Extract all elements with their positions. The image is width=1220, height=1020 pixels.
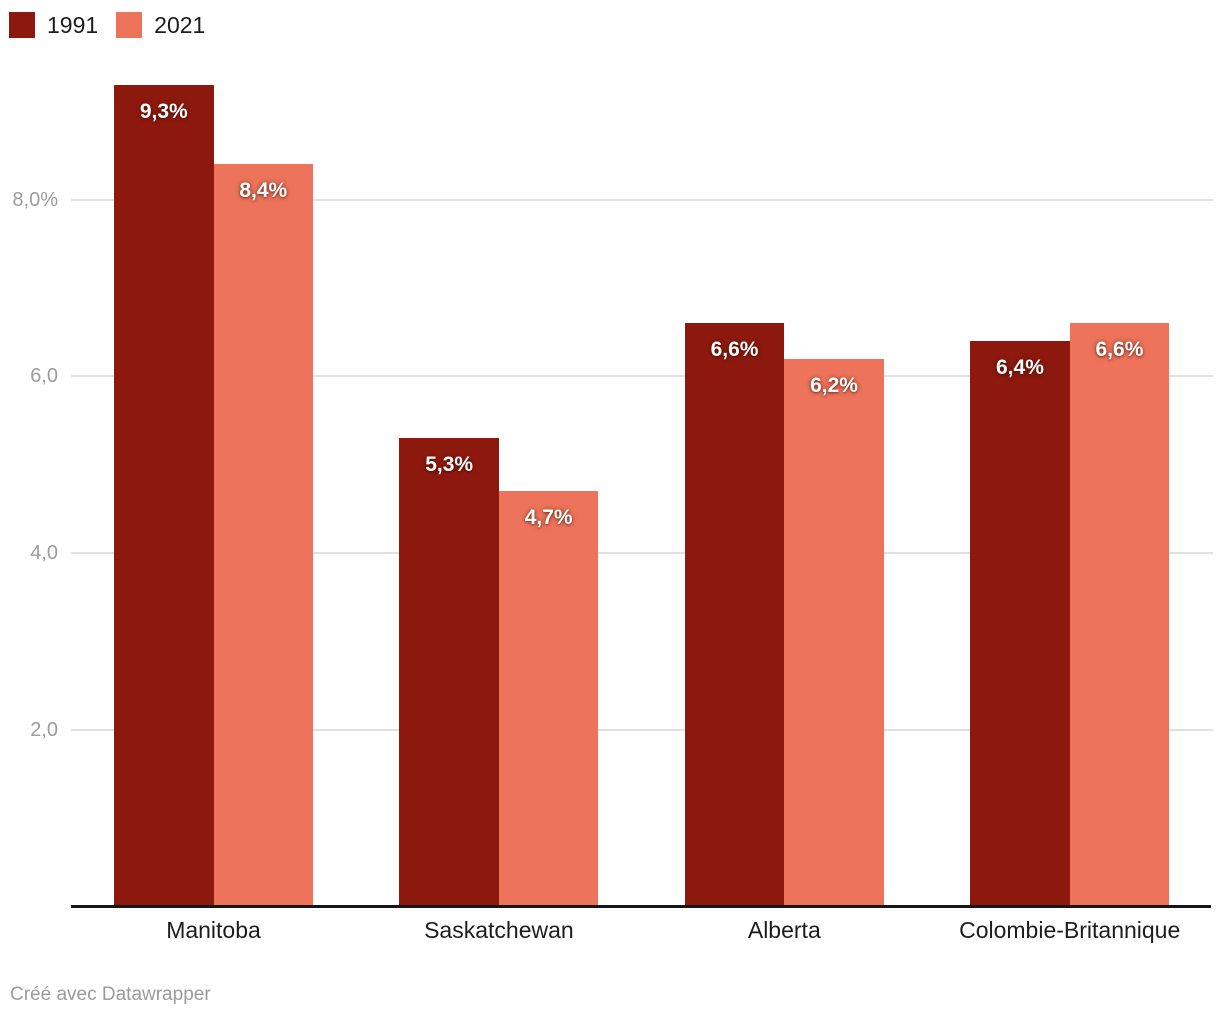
bar-value-label: 5,3% xyxy=(425,453,474,477)
y-axis-tick-label: 8,0% xyxy=(12,188,58,211)
gridline-6 xyxy=(71,375,1213,378)
bar-2021-alberta[interactable]: 6,2% xyxy=(784,358,884,905)
y-axis-tick-label: 6,0 xyxy=(30,365,58,388)
legend-label-1991: 1991 xyxy=(47,12,99,38)
legend-swatch-2021-icon xyxy=(116,12,143,38)
bar-1991-colombie-britannique[interactable]: 6,4% xyxy=(970,341,1070,905)
bar-value-label: 4,7% xyxy=(524,506,573,530)
bar-value-label: 8,4% xyxy=(239,179,288,203)
gridline-2 xyxy=(71,729,1213,731)
gridline-8 xyxy=(71,198,1213,201)
bar-value-label: 6,6% xyxy=(710,338,759,362)
bar-2021-saskatchewan[interactable]: 4,7% xyxy=(498,491,599,905)
bar-2021-manitoba[interactable]: 8,4% xyxy=(213,164,313,905)
bar-value-label: 9,3% xyxy=(139,99,188,123)
x-axis-line xyxy=(71,905,1211,908)
x-axis-category-label: Saskatchewan xyxy=(424,917,574,943)
bar-value-label: 6,4% xyxy=(996,356,1044,380)
legend-item-2021: 2021 xyxy=(116,12,205,38)
x-axis-category-label: Colombie-Britannique xyxy=(959,917,1181,943)
x-axis-category-label: Alberta xyxy=(747,917,821,943)
legend: 1991 2021 xyxy=(9,12,205,38)
y-axis-tick-label: 2,0 xyxy=(30,719,58,741)
bar-1991-alberta[interactable]: 6,6% xyxy=(684,323,785,905)
gridline-4 xyxy=(71,552,1213,555)
legend-label-2021: 2021 xyxy=(154,12,206,38)
bar-1991-saskatchewan[interactable]: 5,3% xyxy=(399,438,499,905)
bar-1991-manitoba[interactable]: 9,3% xyxy=(114,84,214,905)
datawrapper-credit[interactable]: Créé avec Datawrapper xyxy=(10,984,211,1005)
y-axis-tick-label: 4,0 xyxy=(30,542,58,565)
x-axis-category-label: Manitoba xyxy=(166,917,261,943)
bar-2021-colombie-britannique[interactable]: 6,6% xyxy=(1069,323,1170,905)
bar-value-label: 6,6% xyxy=(1095,338,1144,362)
bar-value-label: 6,2% xyxy=(810,373,858,397)
legend-item-1991: 1991 xyxy=(9,12,98,38)
legend-swatch-1991-icon xyxy=(9,12,35,38)
